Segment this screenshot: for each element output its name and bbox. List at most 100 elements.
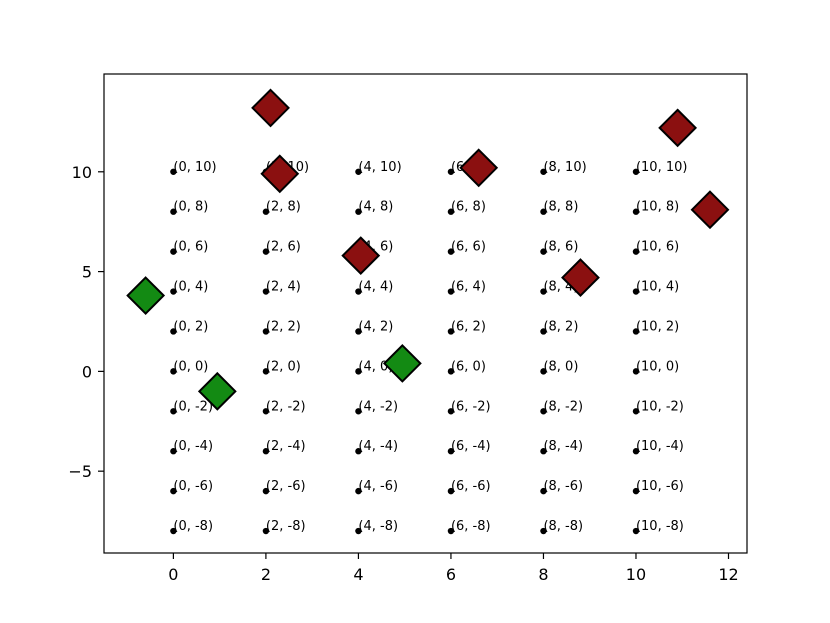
grid-point (262, 448, 270, 455)
point-label: (0, 4) (173, 280, 208, 295)
point-label: (10, 6) (636, 240, 679, 255)
grid-point (540, 487, 547, 495)
x-tick-label: 6 (446, 565, 456, 584)
grid-point (447, 168, 455, 175)
grid-point (355, 328, 362, 335)
point-label: (0, 2) (173, 319, 208, 334)
point-label: (10, -8) (636, 519, 684, 534)
grid-point (355, 368, 362, 375)
point-label: (8, 8) (543, 200, 578, 215)
point-label: (8, 0) (543, 359, 578, 374)
grid-point (540, 328, 547, 335)
point-label: (2, 8) (266, 200, 301, 215)
point-label: (0, -6) (173, 479, 213, 494)
point-label: (2, 2) (266, 319, 301, 334)
y-tick-label: 0 (82, 362, 92, 381)
point-label: (0, 6) (173, 240, 208, 255)
point-label: (10, 4) (636, 280, 679, 295)
point-label: (0, -2) (173, 399, 213, 414)
grid-point (170, 288, 177, 295)
point-label: (10, -2) (636, 399, 684, 414)
point-label: (2, 0) (266, 359, 301, 374)
grid-point (355, 168, 362, 175)
grid-point (170, 408, 177, 415)
grid-point (447, 328, 455, 335)
point-label: (8, 10) (543, 160, 586, 175)
point-label: (4, -8) (358, 519, 398, 534)
point-label: (4, 2) (358, 319, 393, 334)
point-label: (4, 10) (358, 160, 401, 175)
point-label: (0, -4) (173, 439, 213, 454)
point-label: (8, -4) (543, 439, 583, 454)
axes: 0 2 4 6 8 10 12 −5 0 5 10 (68, 73, 748, 584)
point-label: (4, 4) (358, 280, 393, 295)
grid-point (632, 168, 640, 175)
grid-point (355, 487, 362, 495)
grid-point (540, 368, 547, 375)
point-label: (10, 2) (636, 319, 679, 334)
point-label: (6, -6) (451, 479, 491, 494)
grid-point (447, 487, 455, 495)
grid-point (540, 408, 547, 415)
grid-point (632, 248, 640, 255)
grid-point (447, 288, 455, 295)
green-diamond-marker (197, 371, 237, 411)
point-label: (6, 2) (451, 319, 486, 334)
grid-point (540, 208, 547, 215)
grid-point (262, 368, 270, 375)
point-label: (6, 6) (451, 240, 486, 255)
point-label: (6, -2) (451, 399, 491, 414)
grid-point (447, 448, 455, 455)
grid-point (540, 527, 547, 535)
y-tick-label: 10 (72, 163, 92, 182)
point-label: (0, 8) (173, 200, 208, 215)
point-label: (2, -8) (266, 519, 306, 534)
x-tick-label: 0 (168, 565, 178, 584)
point-label: (8, 2) (543, 319, 578, 334)
grid-point (355, 208, 362, 215)
point-label: (0, -8) (173, 519, 213, 534)
grid-point (447, 527, 455, 535)
grid-point (632, 208, 640, 215)
x-tick-label: 10 (626, 565, 646, 584)
grid-point (355, 408, 362, 415)
point-label: (4, -6) (358, 479, 398, 494)
grid-point (355, 448, 362, 455)
point-label: (4, -2) (358, 399, 398, 414)
green-diamond-marker (382, 343, 422, 383)
point-label: (6, 0) (451, 359, 486, 374)
point-label: (6, -8) (451, 519, 491, 534)
x-tick-label: 8 (538, 565, 548, 584)
grid-point (262, 408, 270, 415)
grid-point (262, 328, 270, 335)
axes-frame (103, 73, 748, 554)
grid-point (632, 328, 640, 335)
grid-point (170, 168, 177, 175)
red-diamond-marker (561, 258, 600, 297)
grid-point (170, 248, 177, 255)
red-diamond-marker (260, 154, 300, 194)
grid-point (632, 527, 640, 535)
grid-point (447, 248, 455, 255)
red-diamond-marker (341, 236, 381, 276)
grid-point (447, 408, 455, 415)
grid-point (262, 527, 270, 535)
point-label: (2, -6) (266, 479, 306, 494)
point-label: (10, -6) (636, 479, 684, 494)
grid-point (262, 288, 270, 295)
x-tick-label: 2 (261, 565, 271, 584)
point-label: (10, -4) (636, 439, 684, 454)
grid-point (355, 527, 362, 535)
plot-area: (0, 10) (0, 8) (0, 6) (0, 4) (0, 2) (0, 0) (0,… (126, 88, 730, 535)
point-label: (6, -4) (451, 439, 491, 454)
grid-point (447, 368, 455, 375)
grid-point (540, 168, 547, 175)
grid-point (632, 487, 640, 495)
point-label: (8, -8) (543, 519, 583, 534)
point-label: (6, 8) (451, 200, 486, 215)
grid-point (262, 248, 270, 255)
grid-point (262, 208, 270, 215)
point-label: (2, 4) (266, 280, 301, 295)
red-diamond-marker (658, 108, 698, 148)
